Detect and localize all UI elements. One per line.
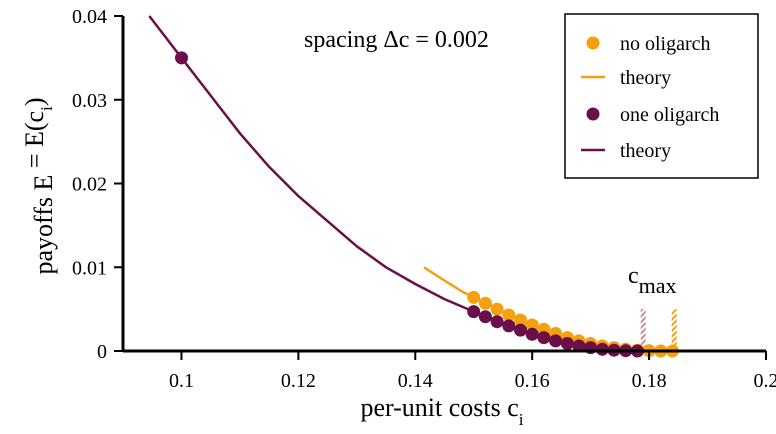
cmax-marker-0 (640, 309, 646, 351)
data-point (490, 302, 504, 316)
data-point (467, 305, 481, 319)
spacing-annotation: spacing Δc = 0.002 (304, 27, 489, 53)
data-points (175, 51, 679, 358)
cmax-markers (640, 309, 677, 351)
legend-marker-one-oligarch (586, 107, 600, 121)
data-point (502, 319, 516, 333)
y-tick-label: 0.01 (72, 257, 107, 279)
data-point (490, 315, 504, 329)
data-point (525, 327, 539, 341)
data-point (595, 342, 609, 356)
svg-text:payoffs E = E(ci): payoffs E = E(ci) (20, 97, 58, 274)
legend-label-theory-orange: theory (620, 67, 671, 89)
data-point (537, 331, 551, 345)
y-tick-label: 0.03 (72, 90, 107, 112)
ticks: 0.1 0.12 0.14 0.16 0.18 0.2 0 0.01 0.02 0.03 0.04 (72, 6, 776, 392)
data-point (525, 318, 539, 332)
x-tick-label: 0.12 (281, 370, 316, 392)
x-tick-label: 0.16 (515, 370, 550, 392)
legend-label-no-oligarch: no oligarch (620, 33, 711, 55)
y-tick-label: 0.04 (72, 6, 107, 28)
x-tick-label: 0.14 (398, 370, 433, 392)
data-point (560, 337, 574, 350)
y-tick-label: 0.02 (72, 174, 107, 196)
y-axis-label: payoffs E = E(ci) (20, 97, 58, 274)
data-point (478, 310, 492, 324)
legend-marker-no-oligarch (586, 36, 600, 50)
x-axis-label: per-unit costs ci (360, 393, 523, 429)
data-point (572, 339, 586, 353)
x-tick-label: 0.18 (632, 370, 667, 392)
legend-label-theory-purple: theory (620, 140, 671, 162)
legend-label-one-oligarch: one oligarch (620, 104, 719, 126)
cmax-label: cmax (628, 263, 677, 298)
y-tick-label: 0 (97, 341, 107, 363)
data-point (549, 334, 563, 348)
data-point (514, 323, 527, 337)
data-point (478, 296, 492, 310)
data-point (514, 313, 527, 327)
data-point (502, 308, 516, 322)
data-point (467, 290, 481, 304)
cmax-marker-1 (671, 309, 677, 351)
legend: no oligarch theory one oligarch theory (564, 13, 759, 179)
data-point (175, 51, 188, 65)
x-tick-label: 0.1 (169, 370, 194, 392)
x-tick-label: 0.2 (754, 370, 776, 392)
